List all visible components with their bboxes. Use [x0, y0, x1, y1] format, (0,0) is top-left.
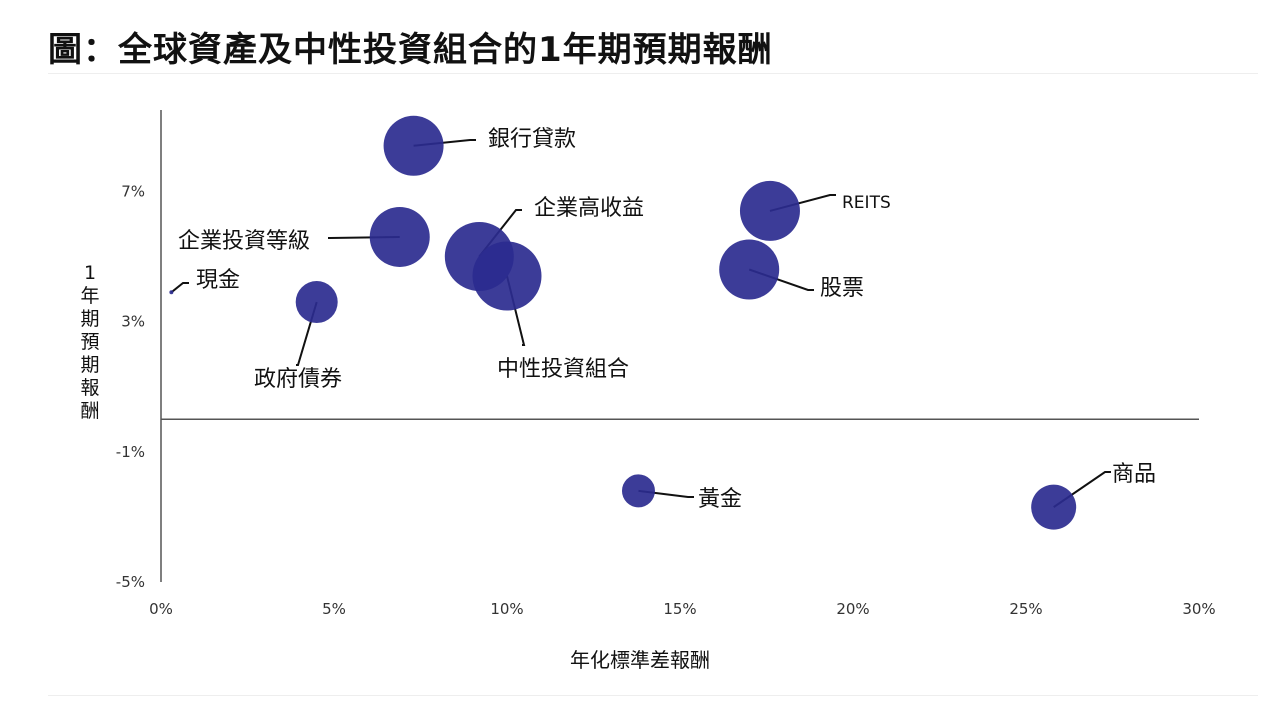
y-axis-title-char: 期: [80, 354, 100, 376]
bubble-point: [383, 115, 444, 176]
bubble-point: [369, 206, 430, 267]
title-divider: [48, 73, 1258, 74]
y-axis-title-char: 報: [80, 377, 100, 399]
y-tick-label: 3%: [121, 313, 145, 331]
y-axis-title-char: 酬: [80, 400, 100, 422]
chart-title: 圖：全球資產及中性投資組合的1年期預期報酬: [48, 30, 773, 70]
leader-line: [296, 301, 318, 366]
point-label: 政府債券: [254, 367, 342, 392]
bubble-point: [621, 474, 655, 508]
tick-labels: 0% 5% 10% 15% 20% 25% 30% -5% -1% 3% 7%: [116, 182, 1216, 618]
point-label: REITS: [842, 193, 891, 213]
bubble-point: [169, 290, 174, 295]
point-label: 股票: [820, 276, 864, 301]
leader-line: [170, 282, 189, 294]
point-label: 銀行貸款: [488, 127, 576, 152]
axes: [160, 110, 1199, 582]
point-label: 商品: [1112, 462, 1156, 487]
point-label: 企業投資等級: [178, 229, 310, 254]
x-tick-label: 20%: [836, 600, 869, 618]
y-tick-label: -1%: [116, 443, 145, 461]
y-axis-title-char: 期: [80, 308, 100, 330]
bubble-point: [719, 239, 780, 300]
y-axis-title-char: 年: [80, 285, 100, 307]
point-label: 企業高收益: [534, 196, 644, 221]
point-label: 中性投資組合: [497, 357, 629, 382]
y-axis-title-char: 預: [80, 331, 100, 353]
bottom-divider: [48, 695, 1258, 696]
y-tick-label: -5%: [116, 573, 145, 591]
leader-line: [638, 489, 694, 498]
bubble-point: [739, 180, 800, 241]
bubbles: [169, 115, 1077, 530]
bubble-point: [1031, 484, 1077, 530]
bubble-point: [472, 241, 542, 311]
x-tick-label: 5%: [322, 600, 346, 618]
x-tick-label: 10%: [490, 600, 523, 618]
y-tick-label: 7%: [121, 182, 145, 200]
x-tick-label: 30%: [1182, 600, 1215, 618]
x-tick-label: 0%: [149, 600, 173, 618]
x-tick-label: 15%: [663, 600, 696, 618]
point-label: 黃金: [698, 487, 742, 512]
bubble-point: [295, 281, 338, 324]
y-axis-title-char: 1: [83, 262, 97, 284]
x-tick-label: 25%: [1009, 600, 1042, 618]
point-label: 現金: [196, 268, 240, 293]
x-axis-title: 年化標準差報酬: [570, 648, 710, 672]
